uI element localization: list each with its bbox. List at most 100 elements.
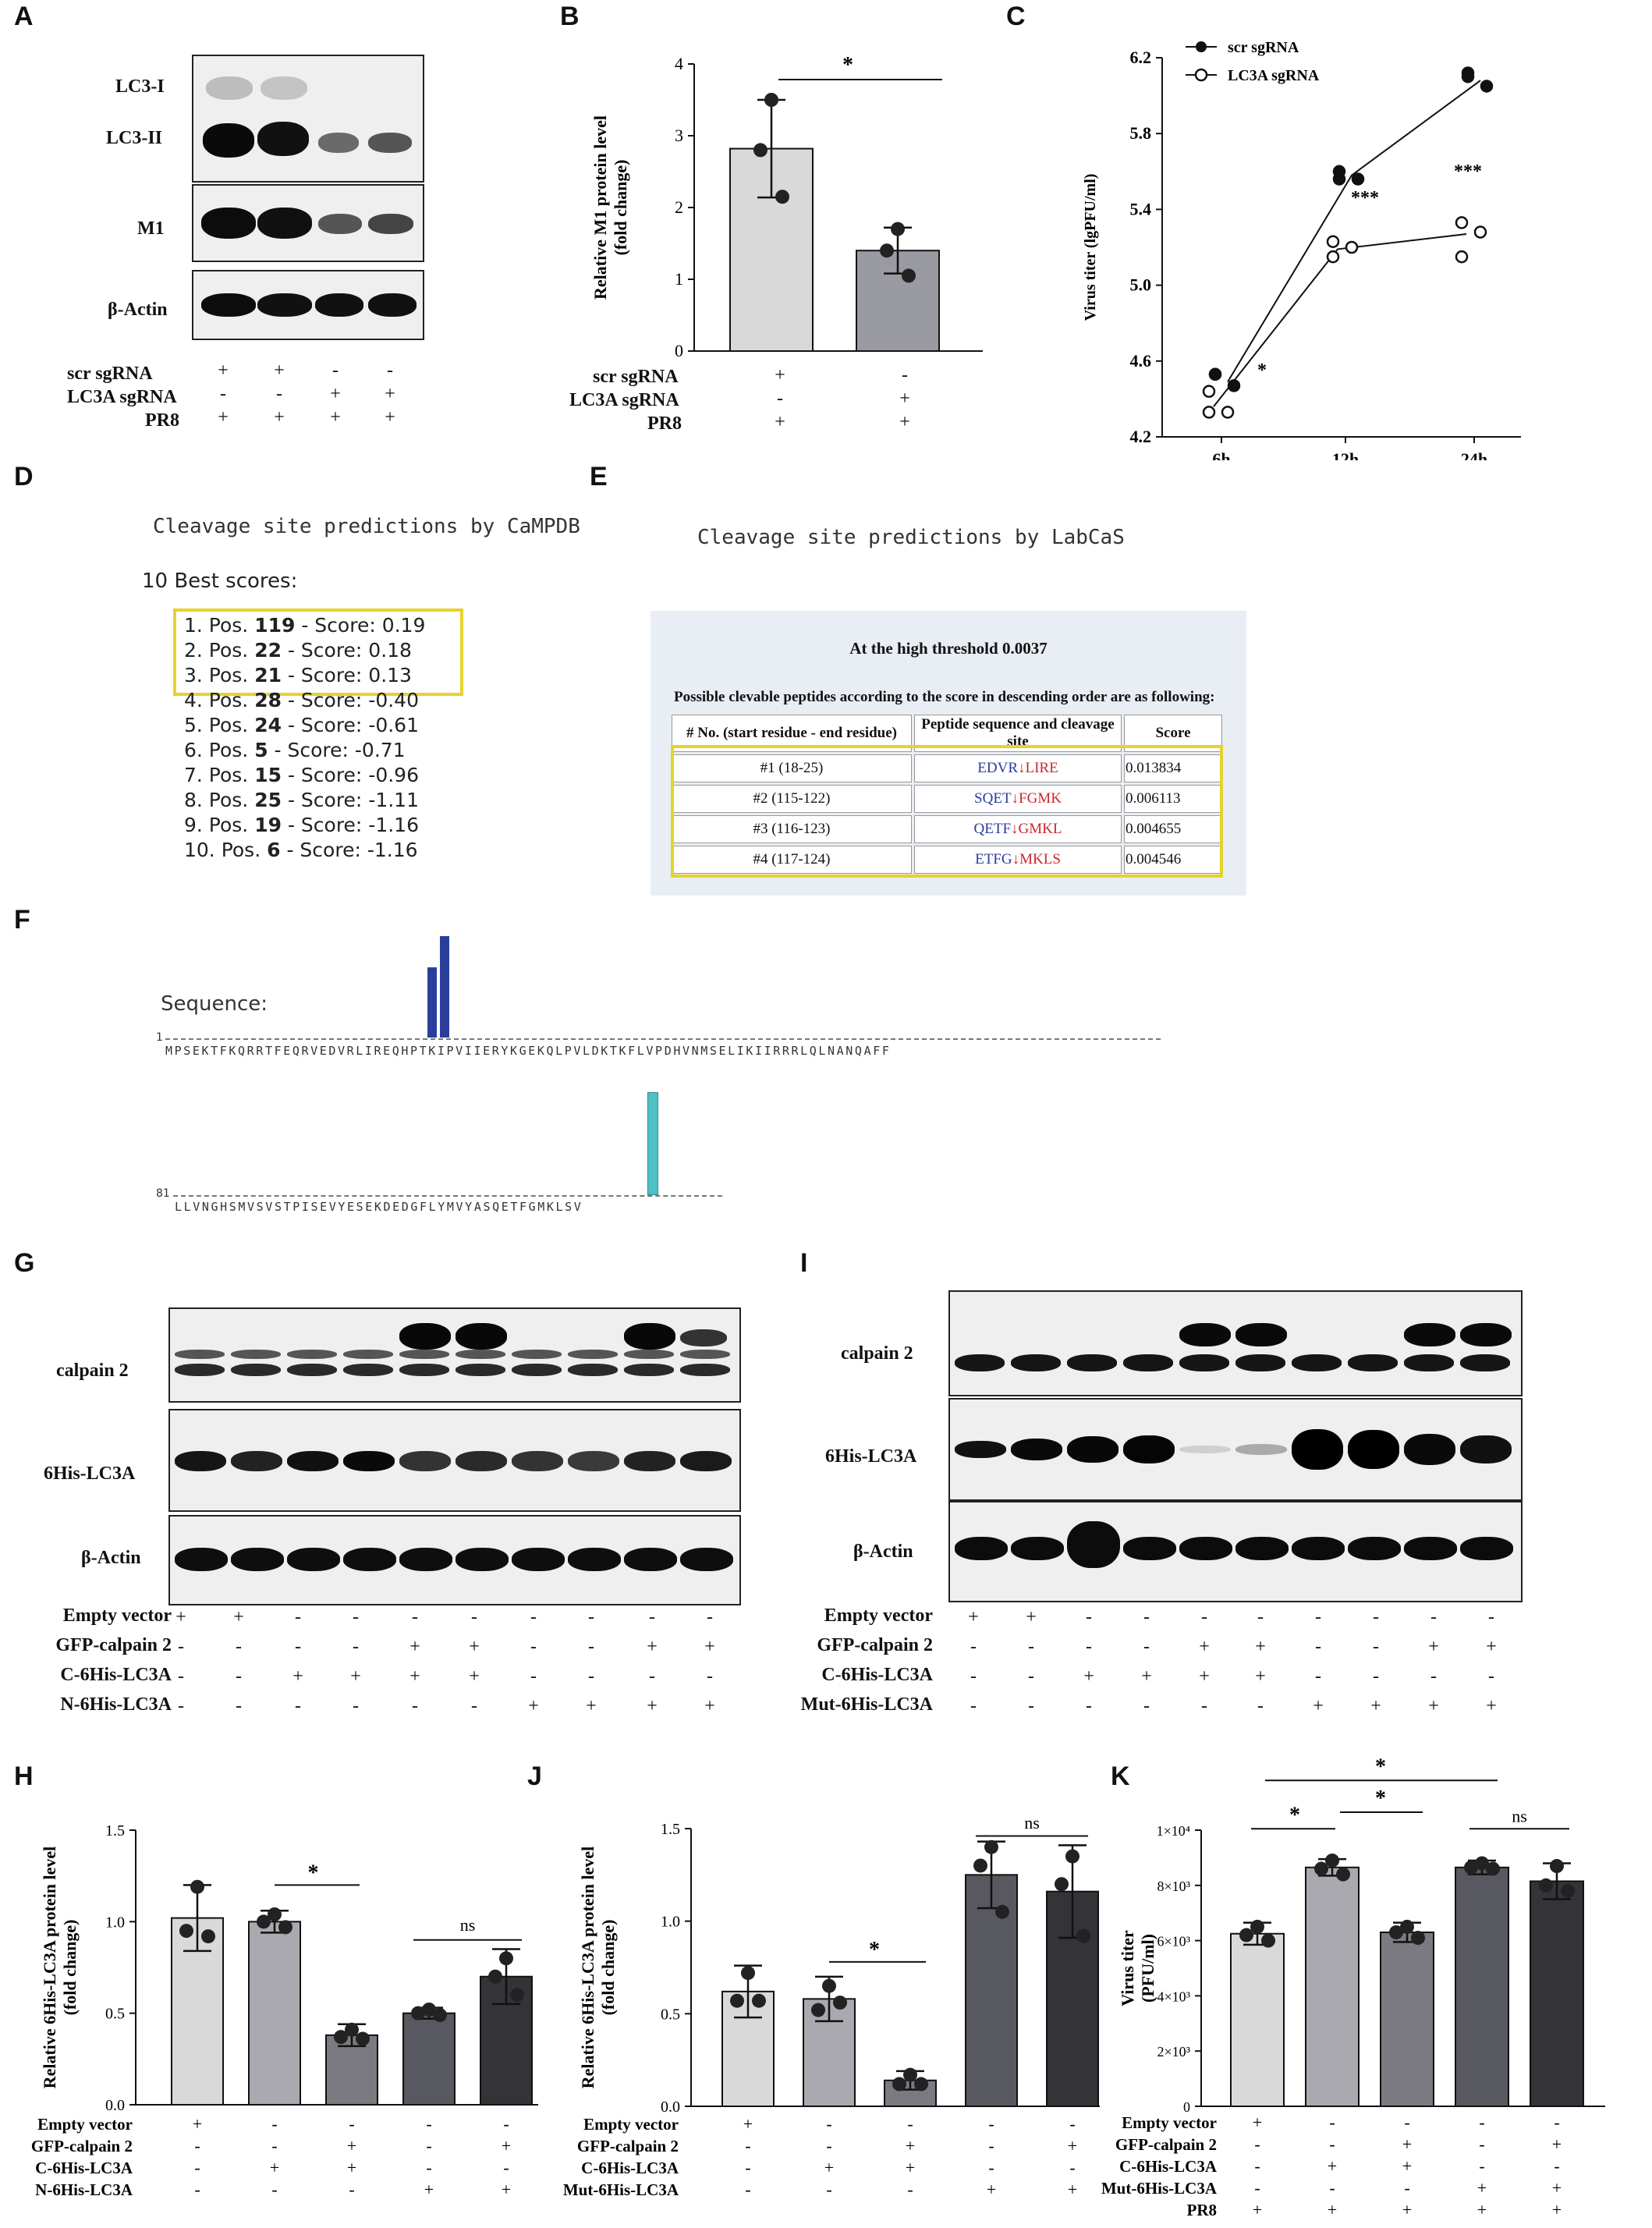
data-point — [891, 222, 905, 236]
condition-sign: + — [1428, 1696, 1439, 1716]
band — [231, 1364, 281, 1376]
condition-label: N-6His-LC3A — [60, 1694, 172, 1715]
condition-sign: + — [274, 407, 285, 428]
condition-sign: - — [1373, 1607, 1379, 1627]
condition-sign: + — [1402, 2200, 1412, 2219]
condition-sign: - — [1254, 2134, 1260, 2154]
data-point — [1202, 385, 1216, 398]
data-point — [1221, 406, 1235, 419]
condition-label: Empty vector — [62, 1605, 172, 1626]
condition-sign: + — [586, 1696, 597, 1716]
condition-label: Empty vector — [583, 2115, 679, 2134]
condition-sign: - — [588, 1607, 594, 1627]
condition-sign: - — [271, 2180, 277, 2199]
data-point — [995, 1904, 1009, 1919]
score-value: - Score: -0.96 — [282, 764, 419, 786]
panel-label-e: E — [590, 462, 608, 491]
condition-sign: - — [1430, 1666, 1437, 1687]
campdb-title: Cleavage site predictions by CaMPDB — [153, 515, 580, 538]
cell-peptide: SQET↓FGMK — [914, 785, 1122, 813]
data-point — [257, 1914, 271, 1929]
band — [1348, 1430, 1399, 1469]
score-item: 10. Pos. 6 - Score: -1.16 — [184, 838, 425, 863]
band — [1123, 1354, 1173, 1371]
band — [512, 1548, 565, 1571]
condition-sign: + — [906, 2158, 915, 2177]
data-point — [1076, 1928, 1090, 1943]
data-point — [1455, 250, 1469, 264]
data-point — [822, 1978, 836, 1993]
band — [1348, 1354, 1398, 1371]
condition-label: GFP-calpain 2 — [1115, 2135, 1217, 2154]
condition-sign: - — [970, 1666, 977, 1687]
data-point — [833, 1996, 847, 2010]
labcas-table: At the high threshold 0.0037 Possible cl… — [651, 611, 1246, 896]
score-value: - Score: -1.16 — [282, 814, 419, 836]
condition-sign: - — [1086, 1607, 1092, 1627]
condition-sign: + — [1370, 1696, 1381, 1716]
condition-sign: + — [1199, 1666, 1210, 1687]
condition-sign: - — [471, 1607, 477, 1627]
y-tick-label: 0.0 — [661, 2099, 680, 2116]
condition-sign: - — [1329, 2178, 1335, 2198]
condition-sign: + — [1552, 2200, 1562, 2219]
condition-sign: - — [777, 388, 783, 409]
data-point — [1351, 172, 1365, 186]
significance-star: * — [308, 1861, 319, 1885]
data-point — [345, 2022, 359, 2037]
score-position: 24 — [254, 714, 282, 736]
condition-sign: - — [1315, 1637, 1321, 1657]
condition-sign: - — [353, 1637, 359, 1657]
y-tick-label: 2×10³ — [1157, 2044, 1190, 2059]
cleavage-arrow-icon: ↓ — [1011, 821, 1019, 837]
blot-row-label: 6His-LC3A — [44, 1463, 136, 1484]
blot-actin — [168, 1515, 741, 1605]
band — [1292, 1429, 1343, 1470]
condition-sign: - — [1404, 2113, 1409, 2132]
condition-sign: - — [1315, 1666, 1321, 1687]
condition-label: PR8 — [1187, 2201, 1218, 2219]
chart-k: 0 2×10³ 4×10³ 6×10³ 8×10³ 1×10⁴ Virus titer(PF… — [1101, 1754, 1605, 2219]
condition-sign: - — [503, 2114, 509, 2134]
peptide-right: FGMK — [1019, 790, 1062, 807]
bar — [1455, 1866, 1509, 2107]
data-point — [903, 2067, 917, 2082]
condition-sign: - — [988, 2158, 994, 2177]
condition-sign: - — [295, 1607, 301, 1627]
condition-sign: + — [647, 1696, 658, 1716]
cell-score: 0.006113 — [1124, 785, 1222, 813]
sequence-line-1: MPSEKTFKQRRTFEQRVEDVRLIREQHPTKIPVIIERYKG… — [165, 1044, 892, 1058]
score-item: 1. Pos. 119 - Score: 0.19 — [184, 613, 425, 638]
condition-sign: - — [426, 2136, 431, 2155]
condition-sign: - — [1404, 2178, 1409, 2198]
panel-label-h: H — [14, 1761, 34, 1791]
condition-sign: - — [1028, 1696, 1034, 1716]
band — [343, 1548, 396, 1571]
condition-sign: + — [270, 2158, 279, 2177]
data-point — [753, 143, 768, 158]
band — [287, 1451, 339, 1471]
data-point — [984, 1840, 998, 1854]
peptide-left: QETF — [973, 821, 1012, 837]
cell-range: #3 (116-123) — [672, 815, 912, 843]
condition-sign: - — [271, 2136, 277, 2155]
condition-sign: + — [1068, 2180, 1077, 2199]
sequence-line-2: LLVNGHSMVSVSTPISEVYESEKDEDGFLYMVYASQETFG… — [175, 1200, 583, 1214]
data-point — [730, 1993, 744, 2008]
band — [624, 1323, 675, 1350]
bar — [1380, 1931, 1434, 2108]
y-tick-label: 2 — [675, 197, 683, 217]
data-point — [268, 1907, 282, 1921]
table-row: #1 (18-25) EDVR↓LIRE 0.013834 — [672, 754, 1222, 782]
score-item: 3. Pos. 21 - Score: 0.13 — [184, 663, 425, 688]
blot-row-label: 6His-LC3A — [825, 1446, 917, 1467]
band — [680, 1451, 732, 1471]
score-rank: 2. Pos. — [184, 639, 255, 662]
peptide-right: MKLS — [1019, 851, 1061, 867]
band — [456, 1548, 509, 1571]
peptide-left: EDVR — [977, 760, 1018, 776]
score-rank: 5. Pos. — [184, 714, 255, 736]
condition-sign: + — [347, 2136, 356, 2155]
condition-sign: - — [178, 1666, 184, 1687]
score-rank: 7. Pos. — [184, 764, 255, 786]
